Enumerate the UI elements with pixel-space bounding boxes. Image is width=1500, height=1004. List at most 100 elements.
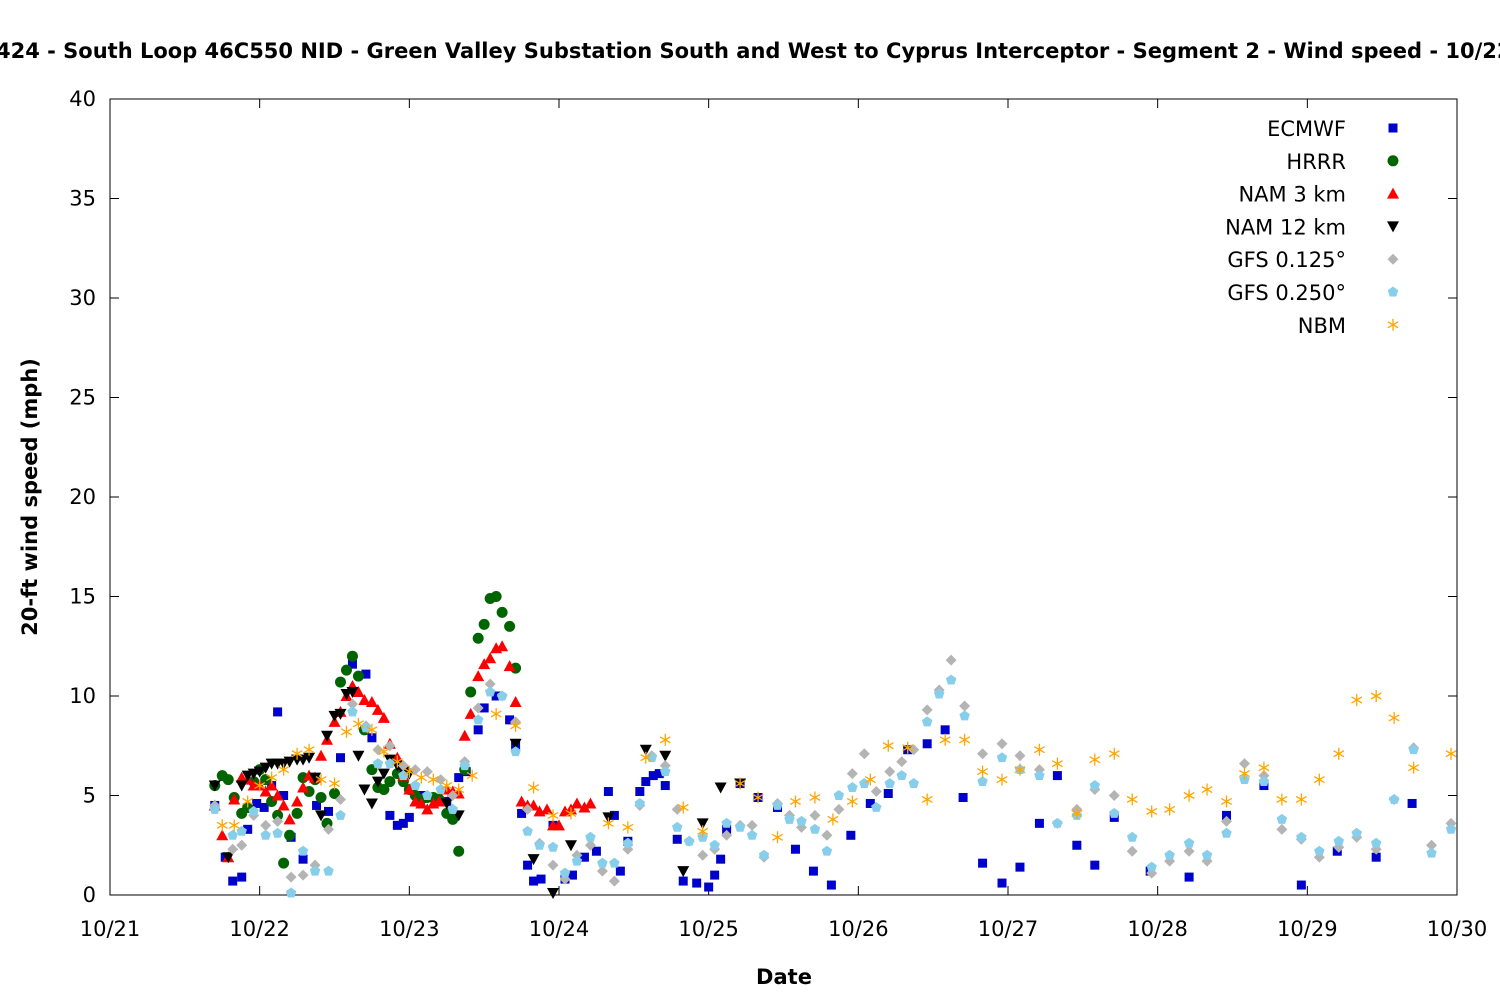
- data-point: [421, 766, 433, 778]
- data-point: [366, 723, 378, 736]
- legend-label: NBM: [1298, 314, 1346, 338]
- data-point: [427, 773, 439, 786]
- data-point: [585, 831, 596, 842]
- data-point: [260, 774, 272, 786]
- data-point: [228, 876, 238, 886]
- data-point: [933, 688, 945, 699]
- data-point: [377, 768, 390, 780]
- data-point: [473, 725, 483, 735]
- data-point: [1146, 861, 1157, 872]
- data-point: [1089, 780, 1101, 790]
- data-point: [447, 803, 458, 814]
- data-point: [704, 882, 714, 892]
- data-point: [622, 821, 634, 834]
- data-point: [1089, 753, 1101, 766]
- data-point: [1407, 798, 1417, 808]
- data-point: [564, 840, 577, 852]
- data-point: [534, 839, 545, 850]
- data-point: [808, 866, 818, 876]
- data-point: [615, 866, 625, 876]
- data-point: [1034, 818, 1044, 828]
- data-point: [441, 779, 453, 792]
- data-point: [346, 687, 359, 699]
- data-point: [227, 843, 239, 855]
- data-point: [260, 829, 271, 840]
- data-point: [352, 686, 365, 698]
- data-point: [259, 785, 272, 797]
- data-point: [228, 793, 241, 805]
- data-point: [833, 790, 845, 800]
- y-tick-label: 30: [69, 286, 96, 310]
- data-point: [722, 824, 732, 834]
- data-point: [371, 776, 384, 788]
- data-point: [821, 845, 833, 856]
- data-point: [398, 770, 409, 781]
- data-point: [347, 706, 358, 717]
- data-point: [1408, 744, 1419, 755]
- data-point: [329, 788, 340, 800]
- data-point: [435, 784, 446, 794]
- data-point: [398, 818, 408, 828]
- data-point: [821, 829, 833, 841]
- data-point: [328, 777, 341, 790]
- data-point: [591, 846, 601, 856]
- data-point: [209, 803, 220, 814]
- data-point: [384, 776, 396, 788]
- data-point: [421, 803, 434, 815]
- data-point: [584, 797, 597, 809]
- y-tick-label: 10: [69, 684, 96, 708]
- data-point: [410, 780, 421, 790]
- data-point: [1126, 831, 1138, 842]
- data-point: [1258, 776, 1270, 787]
- data-point: [752, 791, 764, 804]
- data-point: [641, 777, 651, 787]
- data-point: [870, 786, 882, 798]
- data-point: [536, 874, 546, 884]
- data-point: [278, 763, 290, 776]
- data-point: [671, 803, 683, 815]
- data-point: [510, 746, 521, 757]
- data-point: [884, 766, 896, 778]
- data-point: [639, 744, 652, 756]
- data-point: [959, 700, 971, 712]
- data-point: [571, 855, 583, 866]
- data-point: [772, 799, 783, 810]
- data-point: [922, 739, 932, 749]
- data-point: [1295, 793, 1307, 806]
- data-point: [1276, 813, 1288, 824]
- data-point: [458, 729, 471, 741]
- legend-label: GFS 0.125°: [1227, 248, 1346, 272]
- x-tick-label: 10/24: [529, 917, 590, 941]
- data-point: [216, 829, 229, 841]
- data-point: [265, 779, 278, 791]
- data-point: [352, 717, 364, 730]
- data-point: [908, 744, 920, 756]
- data-point: [236, 839, 248, 851]
- data-point: [464, 707, 477, 719]
- x-tick-label: 10/26: [828, 917, 889, 941]
- y-tick-label: 25: [69, 386, 96, 410]
- data-point: [826, 880, 836, 890]
- data-point: [996, 738, 1008, 750]
- data-point: [697, 849, 709, 861]
- data-point: [547, 888, 560, 900]
- data-point: [1371, 852, 1381, 862]
- data-point: [734, 777, 746, 790]
- data-point: [896, 770, 907, 781]
- data-point: [283, 813, 296, 825]
- data-point: [602, 817, 614, 830]
- data-point: [1090, 860, 1100, 870]
- data-point: [570, 797, 583, 809]
- data-point: [846, 830, 856, 840]
- y-tick-label: 40: [69, 87, 96, 111]
- legend-marker: [1387, 286, 1399, 297]
- data-point: [809, 791, 821, 804]
- data-point: [1426, 847, 1437, 858]
- data-point: [672, 834, 682, 844]
- data-point: [921, 704, 933, 716]
- data-point: [496, 640, 509, 652]
- data-point: [940, 725, 950, 735]
- data-point: [1072, 840, 1082, 850]
- data-point: [377, 711, 390, 723]
- data-point: [503, 660, 516, 672]
